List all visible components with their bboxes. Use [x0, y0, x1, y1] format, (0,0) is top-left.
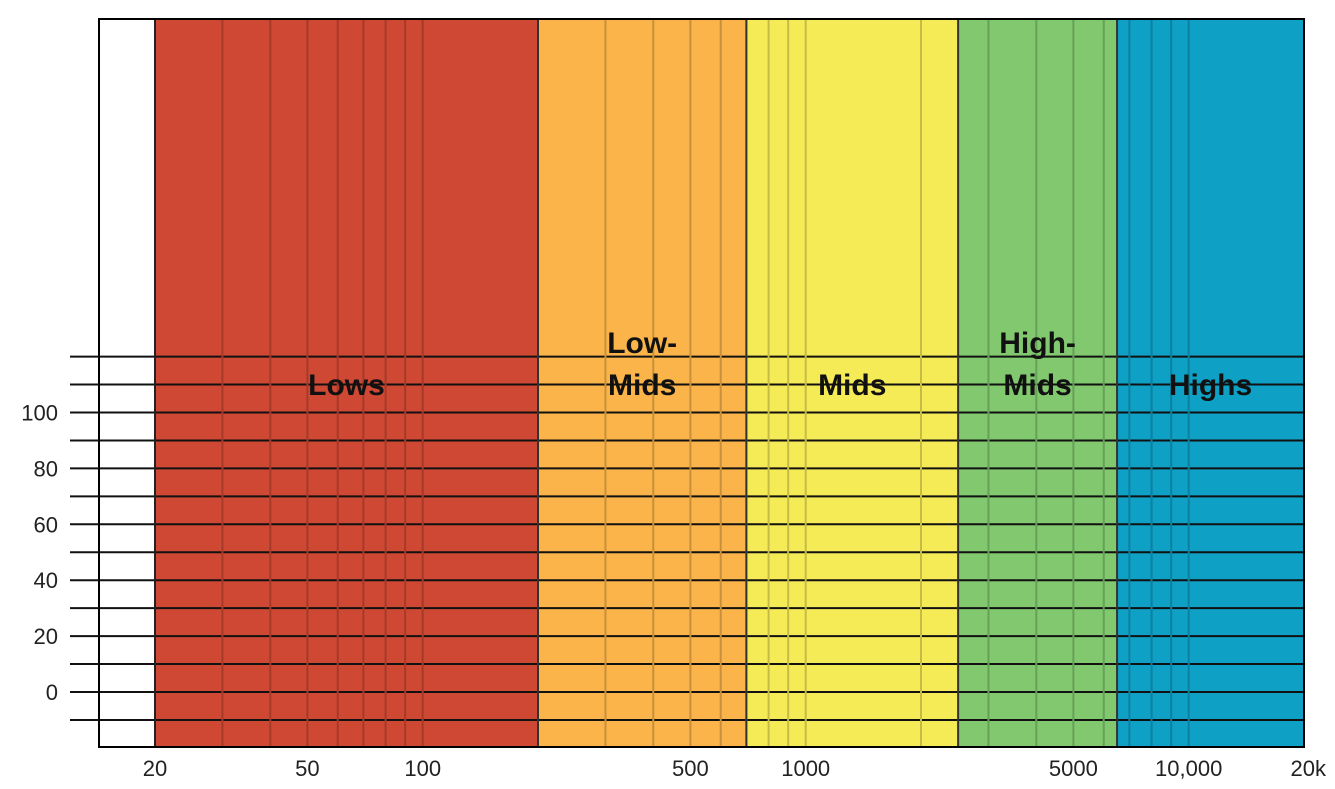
frequency-bands	[155, 19, 1304, 747]
band-low-mids	[538, 19, 747, 747]
y-tick-label: 20	[34, 624, 58, 649]
x-tick-label: 1000	[781, 756, 830, 781]
band-labels: Lows Low- Mids Mids High- Mids Highs	[308, 327, 1252, 402]
y-axis-ticks	[70, 355, 99, 721]
band-label: Mids	[818, 369, 886, 402]
x-axis-labels: 20 50 100 500 1000 5000 10,000 20k	[143, 756, 1327, 781]
x-tick-label: 100	[404, 756, 441, 781]
band-lows	[155, 19, 538, 747]
x-tick-label: 500	[672, 756, 709, 781]
x-tick-label: 50	[295, 756, 319, 781]
band-highs	[1117, 19, 1304, 747]
y-tick-label: 80	[34, 456, 58, 481]
y-tick-label: 40	[34, 568, 58, 593]
x-tick-label: 10,000	[1155, 756, 1222, 781]
y-tick-label: 60	[34, 512, 58, 537]
y-axis-labels: 0 20 40 60 80 100	[21, 401, 58, 706]
x-tick-label: 20	[143, 756, 167, 781]
gridlines	[99, 19, 1304, 747]
band-mids	[746, 19, 959, 747]
y-tick-label: 100	[21, 401, 58, 426]
band-label: High-	[999, 327, 1076, 360]
y-tick-label: 0	[46, 680, 58, 705]
band-label: Lows	[308, 369, 385, 402]
band-label: Mids	[1003, 369, 1071, 402]
plot-frame	[98, 18, 1305, 748]
band-high-mids	[958, 19, 1118, 747]
band-borders	[154, 19, 1119, 747]
x-tick-label: 5000	[1049, 756, 1098, 781]
band-label: Low-	[607, 327, 677, 360]
band-label: Mids	[608, 369, 676, 402]
x-tick-label: 20k	[1291, 756, 1327, 781]
band-label: Highs	[1169, 369, 1252, 402]
